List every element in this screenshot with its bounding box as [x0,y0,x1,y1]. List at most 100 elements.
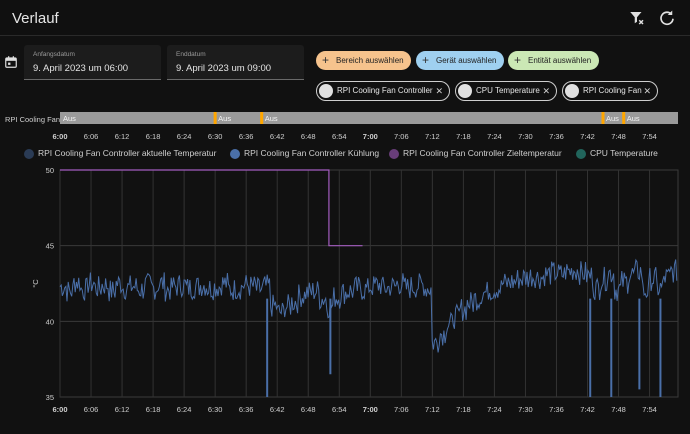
legend-actual-temp[interactable]: RPI Cooling Fan Controller aktuelle Temp… [24,148,217,159]
x-tick-label: 6:54 [332,405,347,414]
x-tick-label: 7:42 [580,405,595,414]
x-tick-label: 7:48 [611,405,626,414]
x-tick-label: 6:18 [146,405,161,414]
x-tick-label: 6:30 [208,405,223,414]
series-target-temperature [60,169,363,247]
history-line-chart[interactable]: 35 40 45 50 6:00 6:06 6:12 6:18 6:24 6:30 6:36 6:42… [0,162,690,434]
chip-cooling-fan[interactable]: RPI Cooling Fan ✕ [562,81,658,101]
end-date-field[interactable]: Enddatum 9. April 2023 um 09:00 [167,45,304,80]
timeline-tick-label: 6:00 [52,132,67,141]
select-entity-button[interactable]: + Entität auswählen [508,51,599,70]
refresh-icon[interactable] [658,9,676,27]
timeline-tick-label: 6:30 [208,132,223,141]
timeline-entity-label: RPI Cooling Fan [5,115,61,124]
page-title: Verlauf [12,10,59,27]
select-device-button[interactable]: + Gerät auswählen [416,51,504,70]
top-app-bar: Verlauf [0,0,690,36]
timeline-tick-label: 7:42 [580,132,595,141]
timeline-tick-label: 6:24 [177,132,192,141]
legend-label: RPI Cooling Fan Controller Kühlung [244,148,380,158]
select-entity-label: Entität auswählen [528,56,592,65]
x-tick-label: 6:36 [239,405,254,414]
plus-icon: + [514,53,522,67]
timeline-tick-label: 6:36 [239,132,254,141]
x-tick-label: 6:00 [52,405,67,414]
legend-swatch [576,149,586,159]
close-icon[interactable]: ✕ [643,86,651,96]
end-date-label: Enddatum [176,51,206,58]
start-date-value: 9. April 2023 um 06:00 [33,63,129,74]
legend-cooling[interactable]: RPI Cooling Fan Controller Kühlung [230,148,380,159]
x-tick-label: 7:00 [363,405,378,414]
timeline-tick-label: 7:18 [456,132,471,141]
x-tick-label: 6:12 [115,405,130,414]
legend-cpu-temp[interactable]: CPU Temperature [576,148,658,159]
plus-icon: + [322,53,330,67]
filter-remove-icon[interactable] [628,9,646,27]
timeline-segment-label: Aus [627,114,640,123]
x-tick-label: 6:48 [301,405,316,414]
chip-label: RPI Cooling Fan [583,86,642,95]
legend-label: RPI Cooling Fan Controller Zieltemperatu… [403,148,562,158]
timeline-tick-label: 7:06 [394,132,409,141]
y-axis-label: °C [31,279,40,288]
x-tick-label: 7:36 [549,405,564,414]
timeline-tick-label: 7:30 [518,132,533,141]
fan-icon [319,84,333,98]
x-tick-label: 6:42 [270,405,285,414]
timeline-tick-label: 7:24 [487,132,502,141]
timeline-tick-label: 6:54 [332,132,347,141]
legend-label: CPU Temperature [590,148,658,158]
legend-swatch [24,149,34,159]
timeline-on-marker [213,112,217,124]
x-tick-label: 7:12 [425,405,440,414]
x-tick-label: 6:24 [177,405,192,414]
select-device-label: Gerät auswählen [436,56,497,65]
timeline-tick-label: 7:54 [642,132,657,141]
chip-cpu-temperature[interactable]: CPU Temperature ✕ [455,81,557,101]
timeline-tick-label: 6:12 [115,132,130,141]
timeline-tick-label: 7:00 [363,132,378,141]
timeline-tick-label: 6:06 [84,132,99,141]
legend-swatch [389,149,399,159]
timeline-segment-label: Aus [606,114,619,123]
plus-icon: + [422,53,430,67]
x-tick-label: 6:06 [84,405,99,414]
start-date-label: Anfangsdatum [33,51,75,58]
x-tick-label: 7:06 [394,405,409,414]
timeline-tick-label: 6:48 [301,132,316,141]
calendar-icon[interactable] [4,55,18,69]
timeline-segment-label: Aus [265,114,278,123]
end-date-value: 9. April 2023 um 09:00 [176,63,272,74]
y-tick-label: 40 [46,317,54,326]
timeline-tick-label: 7:12 [425,132,440,141]
x-tick-label: 7:30 [518,405,533,414]
close-icon[interactable]: ✕ [542,86,550,96]
y-tick-label: 50 [46,166,54,175]
legend-swatch [230,149,240,159]
chip-fan-controller[interactable]: RPI Cooling Fan Controller ✕ [316,81,450,101]
timeline-on-marker [601,112,605,124]
x-tick-label: 7:18 [456,405,471,414]
x-tick-label: 7:24 [487,405,502,414]
select-area-label: Bereich auswählen [336,56,404,65]
device-icon [565,84,579,98]
y-tick-label: 45 [46,242,54,251]
timeline-segment-label: Aus [218,114,231,123]
y-tick-label: 35 [46,393,54,402]
timeline-tick-label: 7:48 [611,132,626,141]
chip-label: CPU Temperature [476,86,540,95]
x-tick-label: 7:54 [642,405,657,414]
state-timeline[interactable]: Aus Aus Aus Aus Aus 6:00 6:06 6:12 6:18 6:24 6:30 6… [0,108,690,146]
timeline-tick-label: 6:18 [146,132,161,141]
start-date-field[interactable]: Anfangsdatum 9. April 2023 um 06:00 [24,45,161,80]
timeline-on-marker [622,112,626,124]
timeline-on-marker [260,112,264,124]
timeline-segment-label: Aus [63,114,76,123]
select-area-button[interactable]: + Bereich auswählen [316,51,411,70]
close-icon[interactable]: ✕ [435,86,443,96]
series-cpu-temperature [59,258,678,353]
legend-target-temp[interactable]: RPI Cooling Fan Controller Zieltemperatu… [389,148,562,159]
legend-label: RPI Cooling Fan Controller aktuelle Temp… [38,148,217,158]
